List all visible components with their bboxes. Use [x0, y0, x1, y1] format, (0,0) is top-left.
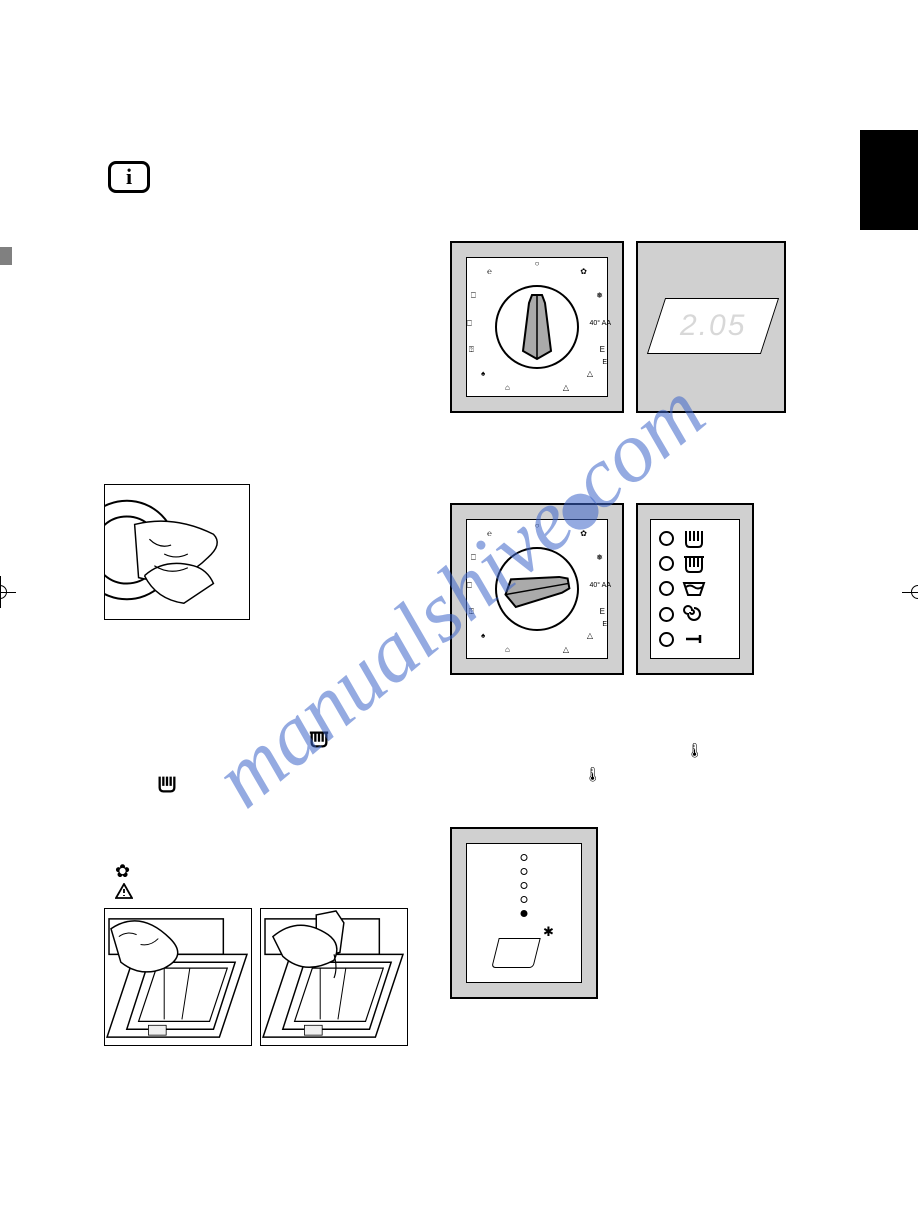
prewash-cover-icon [308, 729, 330, 754]
page-side-tab [860, 130, 918, 230]
basin-icon [682, 579, 706, 599]
option-led [659, 632, 674, 647]
temperature-panel: ✱ [450, 827, 598, 999]
option-led [659, 607, 674, 622]
dial-face-2: ○ ℮ ✿ ⎕ ❅ ⎕ 40° AA ⍰ E ♠ △ ⌂ △ E [466, 519, 608, 659]
snowflake-icon: ✱ [543, 924, 554, 940]
option-row [659, 629, 731, 649]
option-row [659, 579, 731, 599]
prewash-cover-icon [682, 554, 706, 574]
dial-labels-2: ○ ℮ ✿ ⎕ ❅ ⎕ 40° AA ⍰ E ♠ △ ⌂ △ E [467, 520, 607, 658]
options-panel [636, 503, 754, 675]
prewash-icon [156, 774, 178, 799]
options-list [650, 519, 740, 659]
temperature-button [491, 938, 540, 968]
time-display-value: 2.05 [680, 309, 746, 343]
dial-label-e: E [600, 346, 605, 354]
option-led [659, 556, 674, 571]
flower-icon: ✿ [115, 861, 130, 882]
spiral-icon [682, 604, 706, 624]
detergent-drawer-illustration-b [260, 908, 408, 1046]
temperature-face: ✱ [466, 843, 582, 983]
temperature-dots [521, 854, 528, 917]
warning-icon [115, 883, 133, 904]
loading-laundry-illustration [104, 484, 250, 620]
program-dial-panel: ○ ℮ ✿ ⎕ ❅ ⎕ 40° AA ⍰ E ♠ △ ⌂ △ E [450, 241, 624, 413]
option-row [659, 604, 731, 624]
registration-mark-right [902, 576, 918, 608]
prewash-icon [682, 529, 706, 549]
option-led [659, 531, 674, 546]
dial-face: ○ ℮ ✿ ⎕ ❅ ⎕ 40° AA ⍰ E ♠ △ ⌂ △ E [466, 257, 608, 397]
time-display: 2.05 [647, 298, 779, 354]
option-row [659, 529, 731, 549]
option-row [659, 554, 731, 574]
program-dial-panel-2: ○ ℮ ✿ ⎕ ❅ ⎕ 40° AA ⍰ E ♠ △ ⌂ △ E [450, 503, 624, 675]
registration-mark-left [0, 576, 16, 608]
thermometer-icon: 🌡 [686, 742, 704, 759]
dial-label-40aa: 40° AA [590, 320, 611, 327]
info-icon: i [108, 161, 150, 193]
detergent-drawer-illustration-a [104, 908, 252, 1046]
dial-labels: ○ ℮ ✿ ⎕ ❅ ⎕ 40° AA ⍰ E ♠ △ ⌂ △ E [467, 258, 607, 396]
page-side-mark [0, 247, 12, 265]
line-icon [682, 629, 706, 649]
option-led [659, 581, 674, 596]
thermometer-icon: 🌡 [584, 766, 602, 783]
time-display-panel: 2.05 [636, 241, 786, 413]
